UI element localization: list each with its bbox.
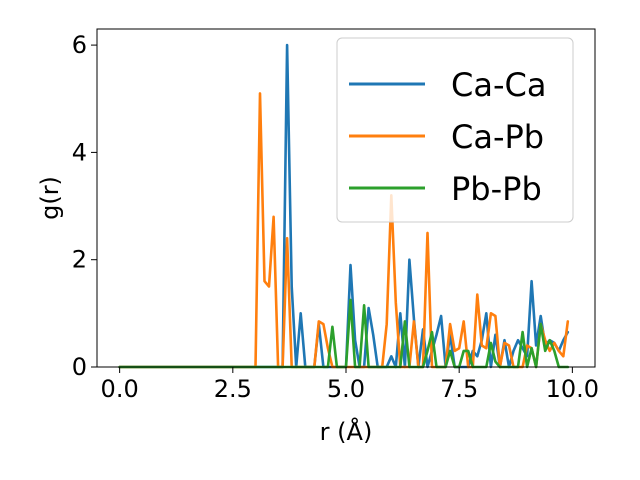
x-tick-label: 7.5 [440, 375, 478, 403]
x-axis: 0.0 2.5 5.0 7.5 10.0 [101, 367, 599, 403]
y-tick-label: 2 [72, 246, 87, 274]
x-tick-label: 0.0 [101, 375, 139, 403]
legend: Ca-Ca Ca-Pb Pb-Pb [336, 37, 574, 223]
legend-label-ca-ca: Ca-Ca [451, 66, 546, 104]
legend-label-pb-pb: Pb-Pb [451, 170, 542, 208]
x-tick-label: 5.0 [327, 375, 365, 403]
y-axis: 0 2 4 6 [72, 31, 97, 381]
y-tick-label: 4 [72, 138, 87, 166]
series-line-ca-ca [118, 43, 570, 369]
y-axis-label: g(r) [36, 176, 64, 220]
x-axis-label: r (Å) [320, 417, 373, 446]
legend-label-ca-pb: Ca-Pb [451, 118, 544, 156]
y-tick-label: 0 [72, 353, 87, 381]
x-tick-label: 2.5 [214, 375, 252, 403]
y-tick-label: 6 [72, 31, 87, 59]
x-tick-label: 10.0 [546, 375, 599, 403]
